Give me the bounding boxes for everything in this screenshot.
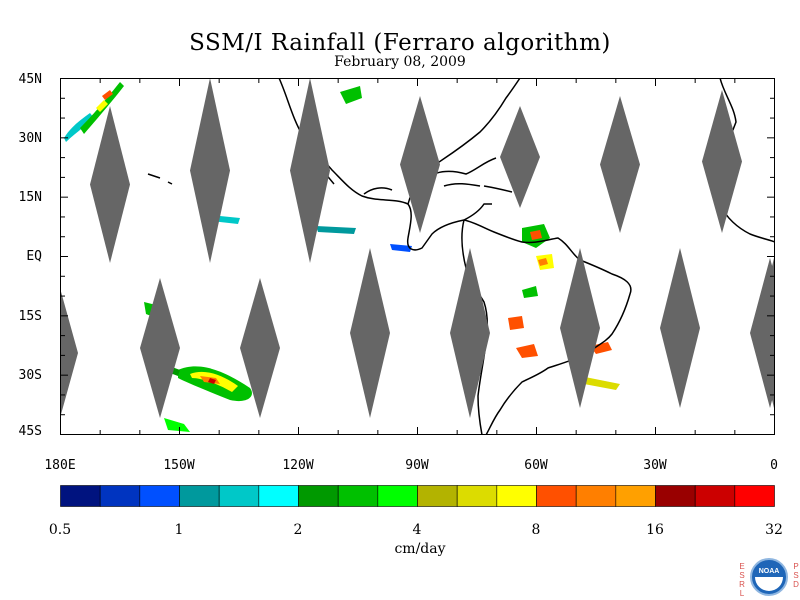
colorbar-segment — [298, 485, 339, 507]
coastline-caribbean — [443, 182, 513, 193]
lat-label-30n: 30N — [18, 131, 42, 146]
colorbar-segment — [179, 485, 220, 507]
colorbar-segment — [694, 485, 736, 507]
psd-label: PSD — [792, 562, 800, 589]
lat-label-30s: 30S — [18, 368, 42, 383]
colorbar-segment — [258, 485, 299, 507]
colorbar-segment — [575, 485, 617, 507]
colorbar-tick-1: 1 — [174, 522, 184, 538]
swath-gap — [450, 248, 490, 418]
swath-gap — [756, 258, 774, 408]
swath-gaps — [60, 78, 775, 418]
rain-patch — [102, 90, 113, 100]
rain-patch — [508, 316, 524, 330]
rain-patch — [516, 344, 538, 358]
lon-label-30w: 30W — [643, 458, 667, 473]
chart-date: February 08, 2009 — [334, 54, 466, 70]
lat-label-15n: 15N — [18, 190, 42, 205]
rain-patch — [538, 258, 548, 266]
lat-label-45n: 45N — [18, 72, 42, 87]
coastline-south-america-east — [463, 219, 632, 435]
colorbar-segment — [536, 485, 577, 507]
colorbar-segment — [337, 485, 379, 507]
lat-label-45s: 45S — [18, 424, 42, 439]
rain-patch — [164, 418, 190, 432]
colorbar-segment — [99, 485, 141, 507]
esrl-text: ESRL — [739, 562, 745, 598]
rain-patches — [64, 82, 620, 432]
colorbar-segment — [377, 485, 418, 507]
colorbar — [60, 485, 775, 507]
lon-label-180e: 180E — [44, 458, 76, 473]
map-frame — [60, 78, 775, 435]
chart-title: SSM/I Rainfall (Ferraro algorithm) — [189, 30, 611, 56]
noaa-emblem-icon — [750, 558, 788, 596]
rain-patch — [64, 113, 94, 142]
colorbar-tick-16: 16 — [646, 522, 664, 538]
colorbar-tick-0-5: 0.5 — [48, 522, 72, 538]
colorbar-tick-8: 8 — [531, 522, 541, 538]
psd-text: PSD — [793, 562, 799, 589]
lon-label-0: 0 — [770, 458, 778, 473]
swath-gap — [290, 78, 330, 263]
rain-patch — [530, 230, 542, 240]
lat-label-eq: EQ — [26, 249, 42, 264]
rain-patch — [340, 86, 362, 104]
colorbar-tick-4: 4 — [412, 522, 422, 538]
swath-gap — [90, 106, 130, 263]
colorbar-tick-32: 32 — [765, 522, 783, 538]
swath-gap — [60, 288, 78, 418]
colorbar-unit: cm/day — [394, 541, 446, 557]
lon-label-120w: 120W — [282, 458, 314, 473]
colorbar-segment — [615, 485, 656, 507]
colorbar-tick-2: 2 — [293, 522, 303, 538]
colorbar-segment — [218, 485, 260, 507]
swath-gap — [240, 278, 280, 418]
swath-gap — [600, 96, 640, 233]
lon-label-150w: 150W — [163, 458, 195, 473]
rain-patch — [522, 286, 538, 298]
colorbar-segment — [456, 485, 498, 507]
lat-label-15s: 15S — [18, 309, 42, 324]
coastline-hawaii — [147, 173, 173, 185]
noaa-logo: ESRL NOAA PSD — [734, 556, 800, 600]
swath-gap — [500, 106, 540, 208]
colorbar-segment — [734, 485, 775, 507]
swath-gap — [140, 278, 180, 418]
rain-patch — [208, 378, 216, 384]
swath-gap — [660, 248, 700, 408]
colorbar-segment — [417, 485, 458, 507]
swath-gap — [400, 96, 440, 233]
lon-label-90w: 90W — [405, 458, 429, 473]
rain-patch — [580, 376, 620, 390]
lon-label-60w: 60W — [524, 458, 548, 473]
esrl-label: ESRL — [738, 562, 746, 598]
swath-gap — [350, 248, 390, 418]
noaa-text: NOAA — [758, 568, 780, 575]
swath-gap — [190, 78, 230, 263]
rain-patch — [390, 244, 412, 252]
rainfall-map — [60, 78, 775, 435]
colorbar-segment — [139, 485, 180, 507]
swath-gap — [702, 90, 742, 233]
rain-patch — [316, 226, 356, 234]
colorbar-segment — [60, 485, 101, 507]
colorbar-segment — [496, 485, 537, 507]
rain-patch — [96, 100, 108, 112]
colorbar-segment — [655, 485, 696, 507]
swath-gap — [560, 248, 600, 408]
coastline-south-america-west — [461, 219, 489, 435]
